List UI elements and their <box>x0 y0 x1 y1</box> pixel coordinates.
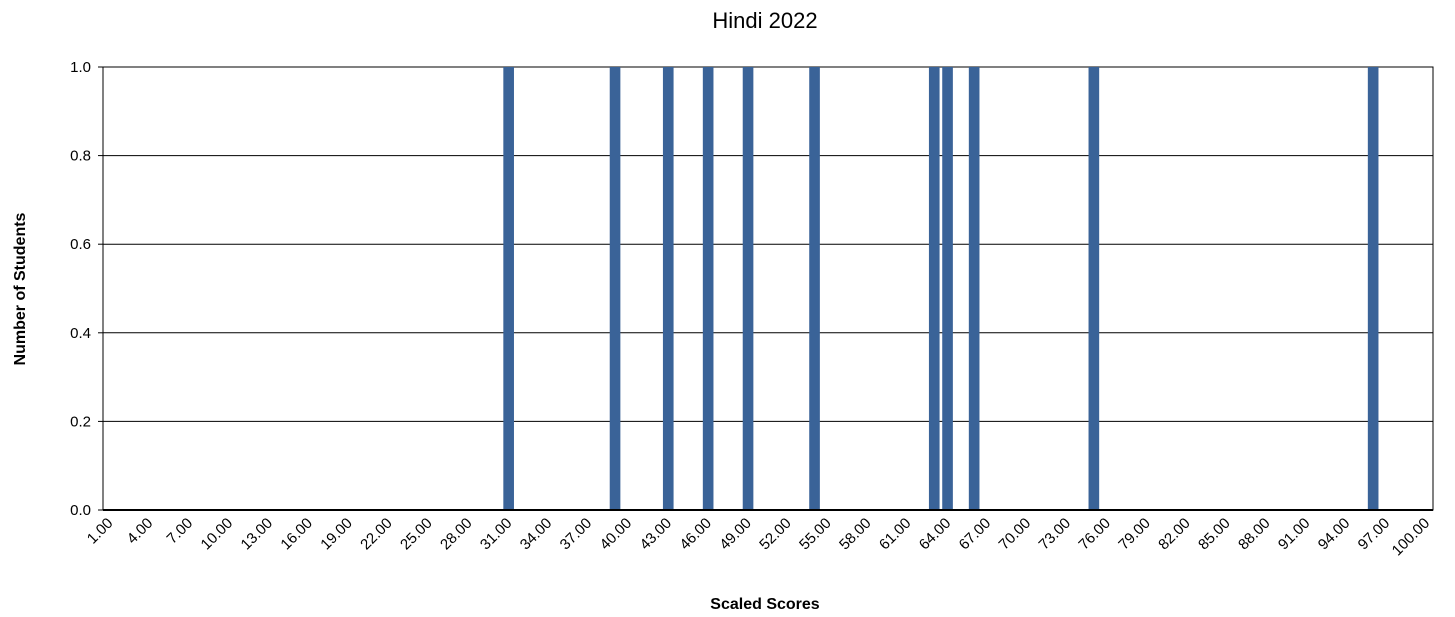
plot-area <box>102 66 1434 511</box>
x-tick-label: 46.00 <box>676 515 715 554</box>
x-axis-label: Scaled Scores <box>710 596 820 613</box>
x-tick-label: 31.00 <box>477 515 516 554</box>
x-tick-label: 76.00 <box>1075 515 1114 554</box>
x-tick-label: 85.00 <box>1195 515 1234 554</box>
x-tick-label: 4.00 <box>124 515 157 548</box>
x-tick-label: 34.00 <box>517 515 556 554</box>
x-tick-label: 22.00 <box>357 515 396 554</box>
x-tick-label: 1.00 <box>84 515 117 548</box>
x-tick-label: 94.00 <box>1315 515 1354 554</box>
x-tick-label: 43.00 <box>637 515 676 554</box>
chart-title: Hindi 2022 <box>712 8 817 33</box>
x-tick-label: 73.00 <box>1036 515 1075 554</box>
x-tick-label: 100.00 <box>1389 515 1433 559</box>
x-tick-label: 25.00 <box>397 515 436 554</box>
x-tick-label: 19.00 <box>317 515 356 554</box>
y-tick-label: 0.0 <box>70 502 91 519</box>
bar <box>1367 67 1379 510</box>
x-tick-label: 70.00 <box>996 515 1035 554</box>
x-tick-label: 37.00 <box>557 515 596 554</box>
bar <box>928 67 940 510</box>
bar <box>1088 67 1100 510</box>
x-tick-label: 10.00 <box>198 515 237 554</box>
x-tick-label: 61.00 <box>876 515 915 554</box>
y-tick-label: 0.2 <box>70 413 91 430</box>
x-tick-label: 91.00 <box>1275 515 1314 554</box>
x-tick-label: 97.00 <box>1355 515 1394 554</box>
x-tick-label: 40.00 <box>597 515 636 554</box>
bar <box>503 67 514 510</box>
x-tick-label: 13.00 <box>238 515 277 554</box>
x-tick-label: 64.00 <box>916 515 955 554</box>
bar <box>662 67 674 510</box>
y-tick-label: 0.8 <box>70 148 91 165</box>
x-tick-label: 28.00 <box>437 515 476 554</box>
x-tick-label: 55.00 <box>796 515 835 554</box>
y-tick-label: 0.4 <box>70 325 91 342</box>
x-tick-label: 79.00 <box>1115 515 1154 554</box>
bar <box>968 67 980 510</box>
bar <box>809 67 820 510</box>
y-tick-label: 1.0 <box>70 59 91 76</box>
x-tick-label: 88.00 <box>1235 515 1274 554</box>
bar <box>942 67 953 510</box>
x-tick-label: 49.00 <box>716 515 755 554</box>
x-tick-label: 52.00 <box>756 515 795 554</box>
x-tick-label: 7.00 <box>164 515 197 548</box>
x-tick-label: 16.00 <box>277 515 316 554</box>
x-tick-label: 82.00 <box>1155 515 1194 554</box>
bar <box>702 67 714 510</box>
y-axis-label: Number of Students <box>12 212 29 365</box>
x-tick-label: 58.00 <box>836 515 875 554</box>
y-tick-label: 0.6 <box>70 236 91 253</box>
bar <box>742 67 754 510</box>
bar <box>609 67 621 510</box>
x-tick-label: 67.00 <box>956 515 995 554</box>
